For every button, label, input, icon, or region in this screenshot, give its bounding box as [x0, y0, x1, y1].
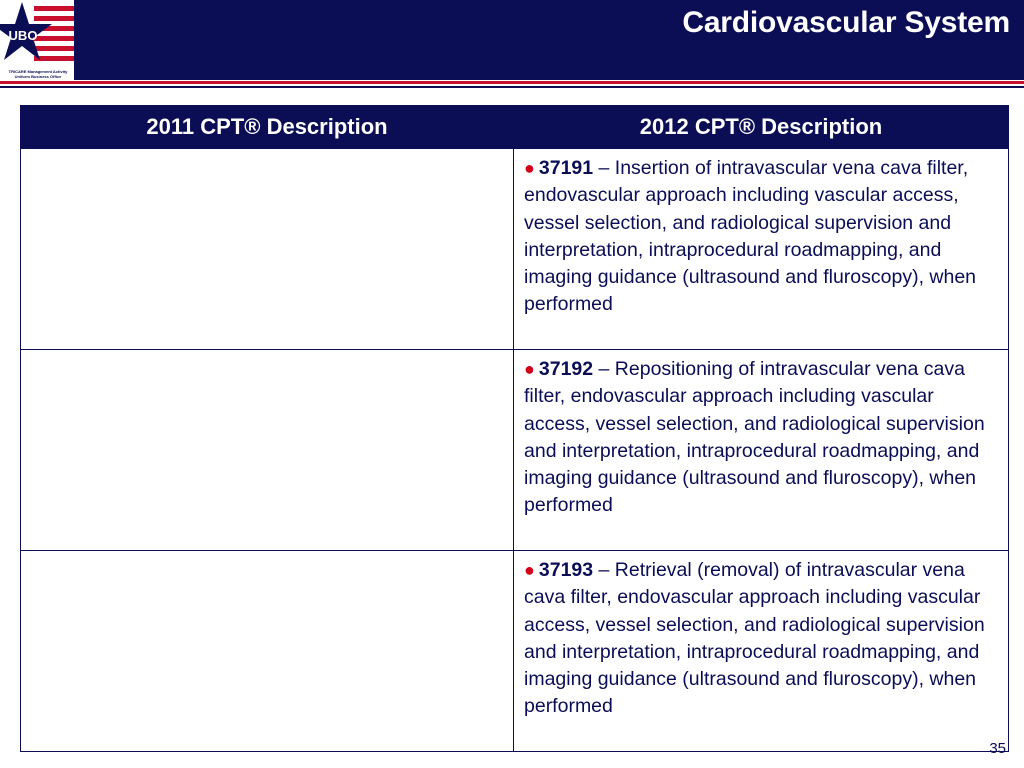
- page-title: Cardiovascular System: [682, 6, 1010, 39]
- bullet-icon: ●: [524, 158, 535, 178]
- cpt-description: – Retrieval (removal) of intravascular v…: [524, 559, 985, 718]
- table-row: ● 37192 – Repositioning of intravascular …: [20, 349, 1009, 551]
- cpt-description: – Repositioning of intravascular vena ca…: [524, 358, 985, 517]
- bullet-icon: ●: [524, 560, 535, 580]
- cpt-comparison-table: 2011 CPT® Description 2012 CPT® Descript…: [20, 105, 1009, 752]
- cell-2012: ● 37191 – Insertion of intravascular vena…: [513, 148, 1009, 350]
- logo-text: UBO: [9, 28, 38, 43]
- header-divider-red: [0, 81, 1024, 84]
- page-number: 35: [989, 740, 1006, 757]
- slide-header: UBO TRICARE Management Activity Uniform …: [0, 0, 1024, 80]
- cpt-code: 37192: [538, 358, 594, 380]
- flag-star-icon: UBO: [0, 0, 74, 70]
- column-header-2011: 2011 CPT® Description: [20, 105, 514, 149]
- cpt-description: – Insertion of intravascular vena cava f…: [524, 157, 977, 316]
- header-divider-blue: [0, 86, 1024, 88]
- cell-2012: ● 37193 – Retrieval (removal) of intravas…: [513, 550, 1009, 752]
- cell-2011: [20, 349, 514, 551]
- table-header-row: 2011 CPT® Description 2012 CPT® Descript…: [20, 105, 1009, 149]
- cell-2011: [20, 148, 514, 350]
- cpt-code: 37191: [538, 157, 594, 179]
- cell-2011: [20, 550, 514, 752]
- table-row: ● 37193 – Retrieval (removal) of intravas…: [20, 550, 1009, 752]
- table-row: ● 37191 – Insertion of intravascular vena…: [20, 148, 1009, 350]
- bullet-icon: ●: [524, 359, 535, 379]
- cell-2012: ● 37192 – Repositioning of intravascular …: [513, 349, 1009, 551]
- logo-caption: TRICARE Management Activity Uniform Busi…: [8, 69, 68, 79]
- column-header-2012: 2012 CPT® Description: [513, 105, 1009, 149]
- ubo-logo: UBO TRICARE Management Activity Uniform …: [0, 0, 74, 80]
- cpt-code: 37193: [538, 559, 594, 581]
